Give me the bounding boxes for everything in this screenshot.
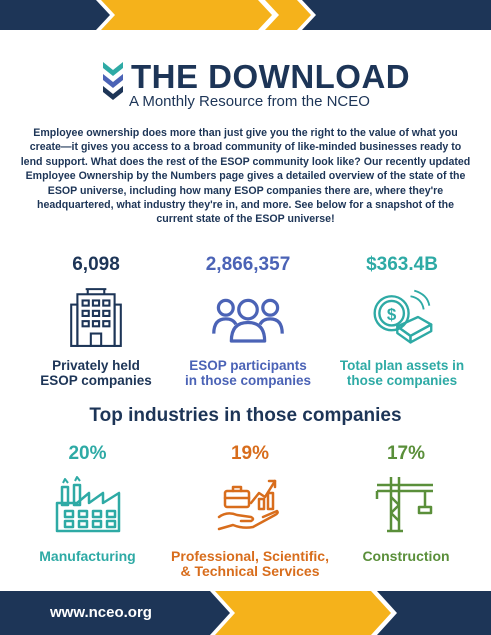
stat-plan-assets: $363.4B $ Total plan assets in those com… <box>326 254 478 388</box>
chevron-logo-icon <box>103 62 123 100</box>
industry-manufacturing: 20% Manufacturing <box>15 443 160 564</box>
industry-construction: 17% Construction <box>336 443 476 564</box>
coin-gold-bar-icon: $ <box>373 289 433 344</box>
industry-label-line2: & Technical Services <box>180 563 320 579</box>
intro-paragraph: Employee ownership does more than just g… <box>20 127 471 226</box>
stat-label-line1: Privately held <box>52 358 140 373</box>
stat-label-line1: ESOP participants <box>189 358 307 373</box>
top-banner <box>0 0 491 30</box>
stat-esop-companies: 6,098 Privately held ESOP companies <box>20 254 172 388</box>
industry-label-line1: Professional, Scientific, <box>171 548 329 564</box>
factory-icon <box>55 476 120 533</box>
newsletter-title: THE DOWNLOAD <box>131 58 411 95</box>
industry-percent: 19% <box>230 443 270 464</box>
tower-crane-icon <box>375 477 433 533</box>
svg-text:$: $ <box>387 305 397 324</box>
stat-value: $363.4B <box>366 254 438 275</box>
masthead: THE DOWNLOAD <box>101 60 410 110</box>
website-link[interactable]: www.nceo.org <box>50 604 152 621</box>
industry-label: Construction <box>362 548 450 564</box>
stat-label-line2: those companies <box>346 373 458 388</box>
newsletter-subtitle: A Monthly Resource from the NCEO <box>129 93 370 110</box>
briefcase-growth-icon <box>217 479 279 531</box>
industries-heading: Top industries in those companies <box>89 405 402 426</box>
stat-label-line1: Total plan assets in <box>339 358 465 373</box>
people-group-icon <box>212 298 284 343</box>
industry-percent: 17% <box>386 443 426 464</box>
stat-value: 2,866,357 <box>205 254 291 275</box>
stat-label-line2: ESOP companies <box>40 373 152 388</box>
industry-label: Manufacturing <box>39 548 136 564</box>
industry-professional-services: 19% Professional, Scientific, & Technica… <box>155 443 345 579</box>
stat-value: 6,098 <box>72 254 120 275</box>
stat-esop-participants: 2,866,357 ESOP participants in those com… <box>172 254 324 388</box>
industry-percent: 20% <box>68 443 107 464</box>
bottom-banner <box>0 591 491 635</box>
office-building-icon <box>70 288 122 347</box>
stat-label-line2: in those companies <box>184 373 312 388</box>
